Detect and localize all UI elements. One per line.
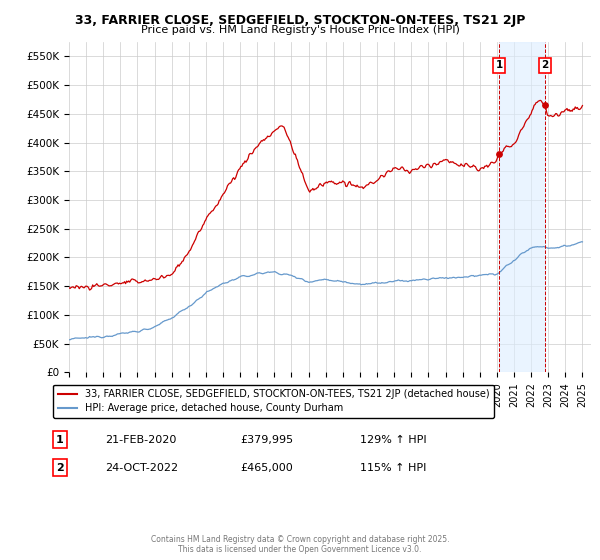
Text: 21-FEB-2020: 21-FEB-2020 (105, 435, 176, 445)
Bar (499, 42, 545, 372)
Text: 33, FARRIER CLOSE, SEDGEFIELD, STOCKTON-ON-TEES, TS21 2JP: 33, FARRIER CLOSE, SEDGEFIELD, STOCKTON-… (75, 14, 525, 27)
Text: Price paid vs. HM Land Registry's House Price Index (HPI): Price paid vs. HM Land Registry's House … (140, 25, 460, 35)
Text: Contains HM Land Registry data © Crown copyright and database right 2025.
This d: Contains HM Land Registry data © Crown c… (151, 535, 449, 554)
Legend: 33, FARRIER CLOSE, SEDGEFIELD, STOCKTON-ON-TEES, TS21 2JP (detached house), HPI:: 33, FARRIER CLOSE, SEDGEFIELD, STOCKTON-… (53, 385, 494, 418)
Point (494, 150, 504, 158)
Text: 24-OCT-2022: 24-OCT-2022 (105, 463, 178, 473)
Text: 2: 2 (56, 463, 64, 473)
Text: 1: 1 (496, 60, 503, 70)
Text: 1: 1 (56, 435, 64, 445)
Text: 115% ↑ HPI: 115% ↑ HPI (360, 463, 427, 473)
Text: £465,000: £465,000 (240, 463, 293, 473)
Point (540, 101, 550, 110)
Text: £379,995: £379,995 (240, 435, 293, 445)
Text: 129% ↑ HPI: 129% ↑ HPI (360, 435, 427, 445)
Text: 2: 2 (541, 60, 548, 70)
